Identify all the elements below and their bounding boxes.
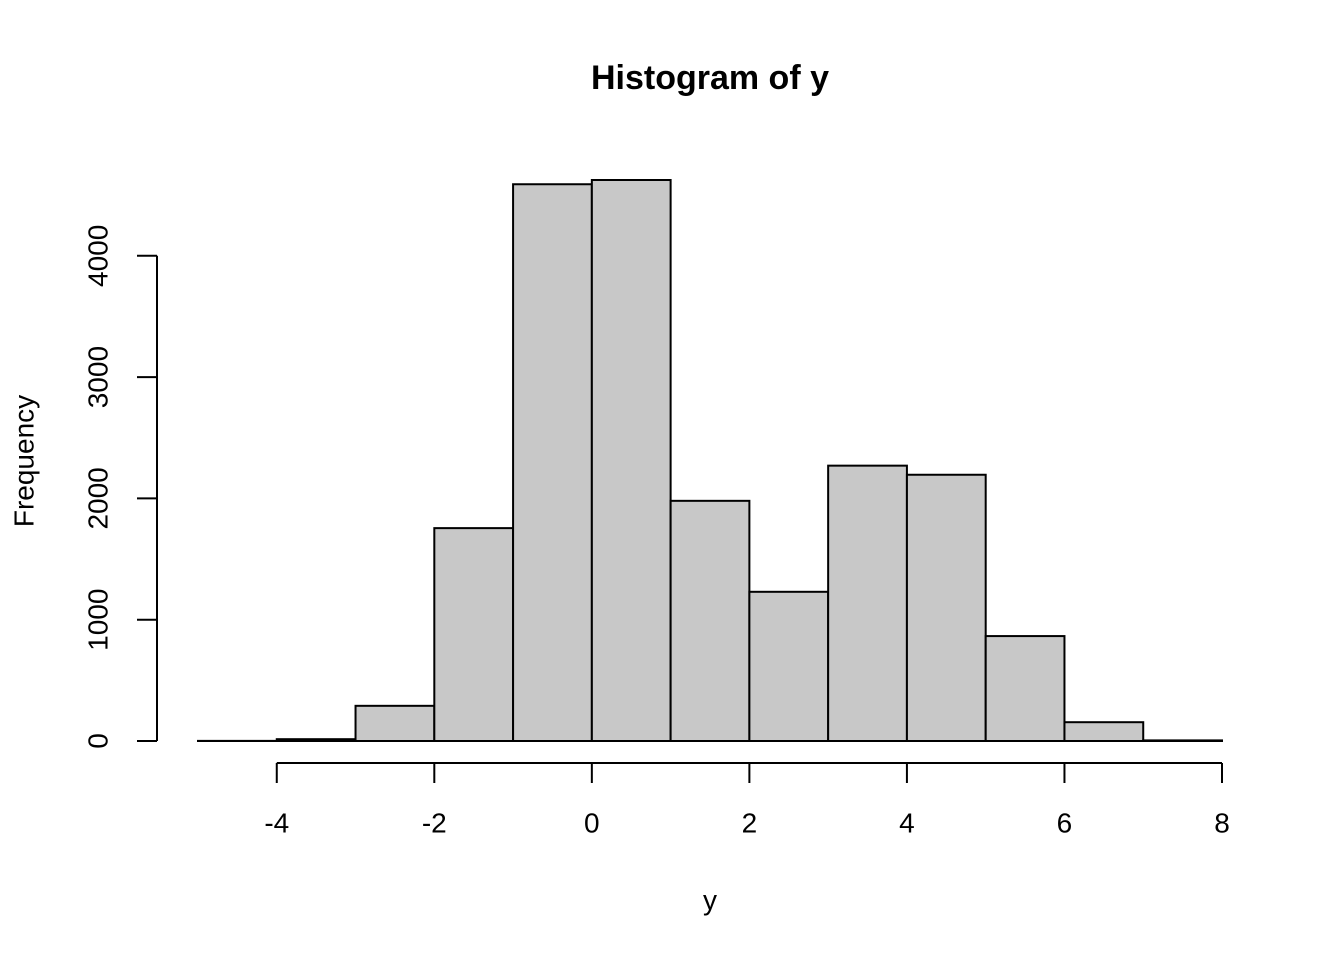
- bar: [590, 179, 672, 742]
- bar: [748, 590, 830, 742]
- x-tick-label: 8: [1214, 807, 1230, 838]
- y-tick-label: 2000: [82, 467, 113, 529]
- y-tick-label: 4000: [82, 225, 113, 287]
- bar: [984, 635, 1066, 742]
- x-tick-label: 0: [584, 807, 600, 838]
- x-axis-label: y: [703, 884, 717, 915]
- x-tick-label: -4: [264, 807, 289, 838]
- chart-title: Histogram of y: [591, 59, 829, 97]
- y-axis-label: Frequency: [8, 395, 39, 527]
- y-tick-label: 1000: [82, 589, 113, 651]
- x-tick-label: 6: [1057, 807, 1073, 838]
- bar: [905, 473, 987, 742]
- bar: [827, 464, 908, 742]
- bar: [433, 527, 515, 742]
- bar: [669, 499, 751, 743]
- x-tick-label: -2: [422, 807, 447, 838]
- bar: [1142, 739, 1223, 742]
- bar: [512, 183, 593, 742]
- bar: [354, 704, 436, 743]
- bar: [275, 738, 357, 743]
- bar: [1063, 721, 1145, 742]
- x-tick-label: 2: [742, 807, 758, 838]
- x-tick-label: 4: [899, 807, 915, 838]
- y-tick-label: 0: [82, 733, 113, 749]
- y-tick-label: 3000: [82, 346, 113, 408]
